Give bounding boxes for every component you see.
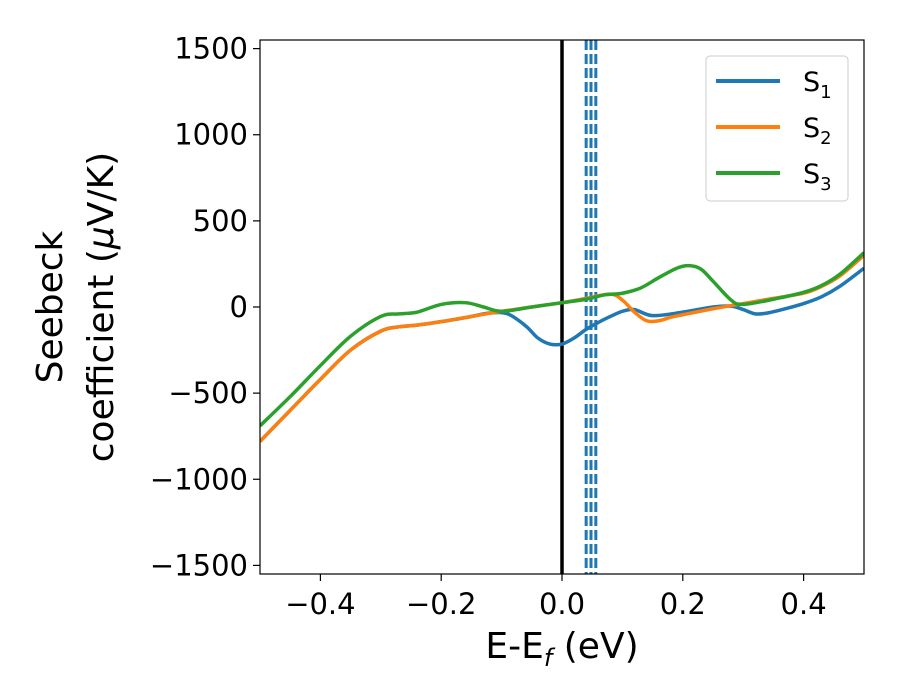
- y-axis-label-line2: coefficient (μV/K): [81, 152, 122, 462]
- series-line-s3: [260, 251, 864, 428]
- x-axis-ticks: −0.4 −0.2 0.0 0.2 0.4: [285, 574, 827, 621]
- y-axis-label-line1: Seebeck: [30, 230, 71, 383]
- y-tick-label: −1000: [150, 462, 248, 496]
- y-tick-label: 1000: [174, 118, 248, 152]
- y-tick-label: 0: [230, 290, 248, 324]
- legend-label-s3: S3: [803, 159, 832, 195]
- y-tick-label: −1500: [150, 548, 248, 582]
- legend-label-s2: S2: [803, 113, 832, 149]
- y-axis-label-mu: μ: [81, 226, 122, 250]
- legend: S1 S2 S3: [705, 55, 849, 202]
- series-lines: [260, 251, 864, 443]
- x-axis-label: E-Ef (eV): [485, 626, 638, 672]
- y-tick-label: 500: [193, 204, 248, 238]
- x-tick-label: −0.2: [406, 587, 476, 621]
- x-tick-label: 0.0: [539, 587, 585, 621]
- x-tick-label: −0.4: [285, 587, 355, 621]
- y-tick-label: 1500: [174, 32, 248, 66]
- vertical-lines: [560, 40, 598, 574]
- y-tick-label: −500: [168, 376, 248, 410]
- y-axis-ticks: −1500 −1000 −500 0 500 1000 1500: [150, 32, 260, 582]
- x-tick-label: 0.4: [781, 587, 827, 621]
- x-tick-label: 0.2: [660, 587, 706, 621]
- legend-label-s1: S1: [803, 67, 832, 103]
